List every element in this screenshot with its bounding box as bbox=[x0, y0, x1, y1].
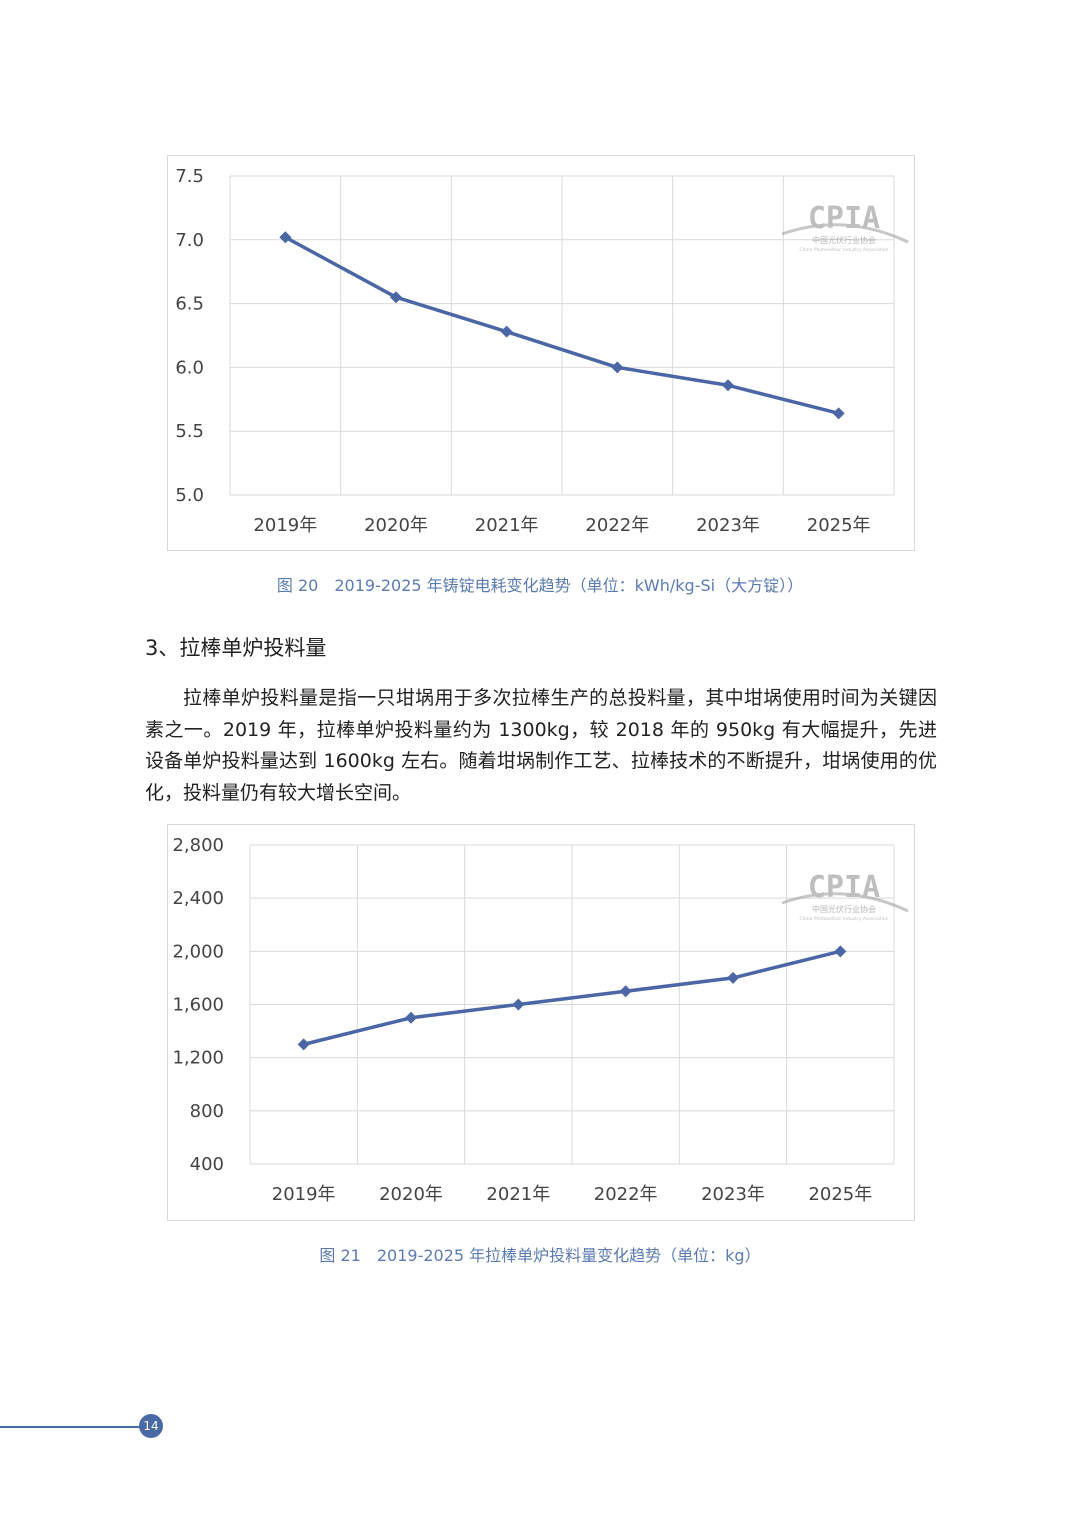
y-tick-label: 5.5 bbox=[175, 421, 204, 442]
figure-20-caption: 图 20 2019-2025 年铸锭电耗变化趋势（单位：kWh/kg-Si（大方… bbox=[276, 576, 804, 595]
section-heading: 3、拉棒单炉投料量 bbox=[145, 636, 327, 660]
y-tick-label: 1,600 bbox=[172, 995, 224, 1016]
watermark-sub-text: 中国光伏行业协会 bbox=[812, 904, 876, 914]
y-tick-label: 2,800 bbox=[172, 835, 224, 856]
chart-frame-figure-20: 5.0 5.5 6.0 6.5 7.0 7.5 2019年 2020年 2021年 2022年 20… bbox=[167, 155, 915, 551]
x-tick-label: 2021年 bbox=[475, 515, 539, 536]
data-point-marker bbox=[727, 971, 739, 984]
y-tick-label: 7.0 bbox=[175, 230, 204, 251]
x-tick-label: 2019年 bbox=[253, 515, 317, 536]
section-paragraph: 拉棒单炉投料量是指一只坩埚用于多次拉棒生产的总投料量，其中坩埚使用时间为关键因素… bbox=[145, 687, 937, 804]
y-tick-label: 5.0 bbox=[175, 485, 204, 506]
data-point-marker bbox=[832, 407, 845, 420]
data-point-marker bbox=[390, 291, 402, 304]
y-tick-label: 1,200 bbox=[172, 1048, 224, 1069]
chart-figure-20: 5.0 5.5 6.0 6.5 7.0 7.5 2019年 2020年 2021年 2022年 20… bbox=[175, 166, 909, 536]
watermark-sub-en-text: China Photovoltaic Industry Association bbox=[799, 916, 888, 922]
watermark-swoosh bbox=[781, 223, 909, 244]
chart-figure-21: 400 800 1,200 1,600 2,000 2,400 2,800 2019年 2020… bbox=[172, 835, 909, 1205]
series-line bbox=[284, 235, 840, 416]
x-tick-label: 2025年 bbox=[808, 1184, 872, 1205]
x-tick-label: 2023年 bbox=[696, 515, 760, 536]
data-point-marker bbox=[512, 998, 525, 1011]
data-point-marker bbox=[722, 379, 734, 392]
y-tick-label: 7.5 bbox=[175, 166, 204, 187]
x-tick-label: 2021年 bbox=[486, 1184, 550, 1205]
x-tick-label: 2019年 bbox=[272, 1184, 336, 1205]
chart-frame-figure-21: 400 800 1,200 1,600 2,000 2,400 2,800 2019年 2020… bbox=[167, 824, 915, 1221]
x-tick-label: 2025年 bbox=[807, 515, 871, 536]
y-tick-label: 800 bbox=[190, 1101, 224, 1122]
figure-21-caption: 图 21 2019-2025 年拉棒单炉投料量变化趋势（单位：kg） bbox=[319, 1246, 761, 1265]
page-number: 14 bbox=[139, 1414, 163, 1438]
data-point-marker bbox=[297, 1038, 310, 1051]
x-tick-label: 2020年 bbox=[379, 1184, 443, 1205]
series-line bbox=[303, 949, 841, 1047]
y-tick-label: 400 bbox=[190, 1154, 224, 1175]
watermark-sub-en-text: China Photovoltaic Industry Association bbox=[799, 247, 888, 253]
data-point-marker bbox=[611, 361, 624, 374]
x-tick-label: 2022年 bbox=[585, 515, 649, 536]
y-tick-label: 2,000 bbox=[172, 941, 224, 962]
x-tick-label: 2020年 bbox=[364, 515, 428, 536]
data-point-marker bbox=[619, 985, 632, 998]
y-tick-label: 2,400 bbox=[172, 888, 224, 909]
x-tick-label: 2022年 bbox=[594, 1184, 658, 1205]
y-tick-label: 6.5 bbox=[175, 294, 204, 315]
watermark-swoosh bbox=[781, 892, 909, 913]
data-point-marker bbox=[405, 1011, 417, 1024]
y-tick-label: 6.0 bbox=[175, 357, 204, 378]
watermark-main-text: CPIA bbox=[808, 870, 880, 905]
watermark-main-text: CPIA bbox=[808, 201, 880, 236]
data-point-marker bbox=[500, 325, 513, 338]
data-point-marker bbox=[279, 231, 292, 244]
data-point-marker bbox=[834, 945, 847, 958]
x-tick-label: 2023年 bbox=[701, 1184, 765, 1205]
watermark-sub-text: 中国光伏行业协会 bbox=[812, 235, 876, 245]
footer-rule bbox=[0, 1426, 140, 1428]
